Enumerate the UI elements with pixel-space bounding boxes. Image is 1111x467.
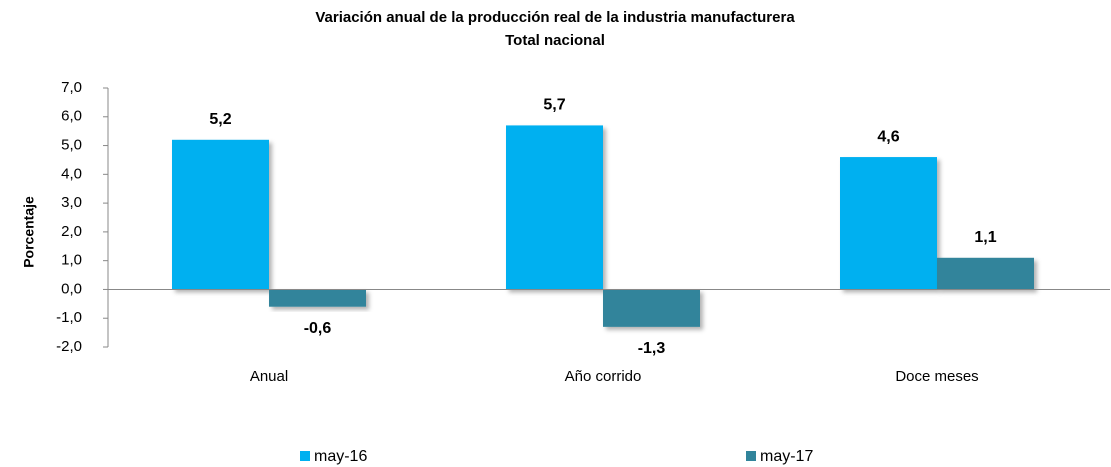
legend-label: may-17 bbox=[760, 448, 813, 465]
value-label: 5,2 bbox=[209, 111, 231, 128]
value-label: 4,6 bbox=[877, 128, 899, 145]
value-label: -0,6 bbox=[304, 320, 332, 337]
bar bbox=[840, 157, 937, 290]
bar bbox=[937, 257, 1034, 290]
legend-label: may-16 bbox=[314, 448, 367, 465]
chart-title: Variación anual de la producción real de… bbox=[315, 9, 795, 26]
x-tick-label: Año corrido bbox=[565, 368, 642, 385]
chart-subtitle: Total nacional bbox=[505, 32, 605, 49]
y-tick-label: 3,0 bbox=[61, 194, 82, 211]
y-tick-label: 1,0 bbox=[61, 252, 82, 269]
y-tick-label: 2,0 bbox=[61, 223, 82, 240]
value-label: 1,1 bbox=[974, 229, 996, 246]
y-tick-label: 4,0 bbox=[61, 165, 82, 182]
bar bbox=[269, 289, 366, 307]
x-tick-label: Anual bbox=[250, 368, 288, 385]
legend-swatch bbox=[746, 451, 756, 461]
bar bbox=[603, 289, 700, 327]
legend-swatch bbox=[300, 451, 310, 461]
y-tick-label: -2,0 bbox=[56, 338, 82, 355]
x-tick-label: Doce meses bbox=[895, 368, 978, 385]
bar bbox=[506, 125, 603, 290]
y-axis-label: Porcentaje bbox=[21, 196, 37, 268]
bar bbox=[172, 139, 269, 290]
y-tick-label: 5,0 bbox=[61, 137, 82, 154]
y-tick-label: 0,0 bbox=[61, 280, 82, 297]
y-tick-label: 6,0 bbox=[61, 108, 82, 125]
value-label: -1,3 bbox=[638, 340, 666, 357]
value-label: 5,7 bbox=[543, 97, 565, 114]
y-tick-label: 7,0 bbox=[61, 79, 82, 96]
y-tick-label: -1,0 bbox=[56, 309, 82, 326]
